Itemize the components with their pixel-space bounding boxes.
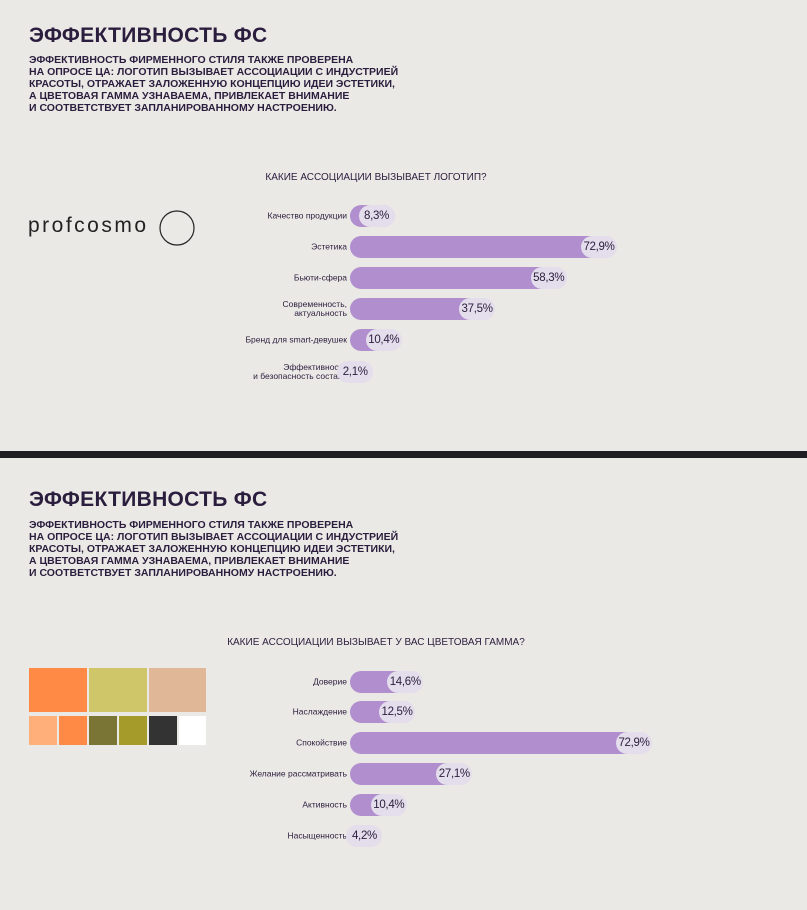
swatch (179, 716, 206, 745)
category-label: Активность (302, 799, 347, 810)
logo-circle (159, 210, 195, 246)
swatch (119, 716, 147, 745)
category-label: Желание рассматривать (249, 768, 347, 779)
separator (0, 451, 807, 458)
chart-title: КАКИЕ АССОЦИАЦИИ ВЫЗЫВАЕТ У ВАС ЦВЕТОВАЯ… (227, 637, 525, 648)
category-label: Доверие (313, 676, 347, 687)
bar (350, 732, 650, 754)
value-label: 2,1% (337, 361, 374, 383)
value-label: 37,5% (459, 298, 496, 320)
swatch (59, 716, 87, 745)
chart-title: КАКИЕ АССОЦИАЦИИ ВЫЗЫВАЕТ ЛОГОТИП? (265, 172, 487, 183)
category-label: Бренд для smart-девушек (245, 334, 347, 345)
bar (350, 267, 565, 289)
value-label: 27,1% (436, 763, 473, 785)
value-label: 10,4% (365, 329, 402, 351)
value-label: 4,2% (346, 825, 383, 847)
value-label: 12,5% (379, 701, 416, 723)
slide-text: ЭФФЕКТИВНОСТЬ ФИРМЕННОГО СТИЛЯ ТАКЖЕ ПРО… (29, 519, 399, 579)
value-label: 72,9% (581, 236, 617, 258)
category-label: Насыщенность (287, 830, 347, 841)
category-label: Эффективность и безопасность состава (253, 362, 347, 381)
category-label: Эстетика (311, 241, 347, 252)
value-label: 58,3% (530, 267, 567, 289)
swatch (149, 668, 206, 712)
category-label: Спокойствие (296, 737, 347, 748)
category-label: Современность, актуальность (282, 299, 347, 318)
slide-title: ЭФФЕКТИВНОСТЬ ФС (29, 24, 268, 47)
bar (350, 298, 494, 320)
bar (350, 236, 615, 258)
slide-text: ЭФФЕКТИВНОСТЬ ФИРМЕННОГО СТИЛЯ ТАКЖЕ ПРО… (29, 54, 399, 114)
swatch (89, 716, 117, 745)
category-label: Наслаждение (292, 706, 347, 717)
swatch (29, 668, 87, 712)
logo: profcosmo (28, 214, 149, 237)
swatch (89, 668, 147, 712)
category-label: Бьюти-сфера (293, 272, 347, 283)
category-label: Качество продукции (267, 210, 347, 221)
value-label: 10,4% (370, 794, 407, 816)
swatch (149, 716, 177, 745)
value-label: 14,6% (387, 671, 424, 693)
value-label: 72,9% (616, 732, 652, 754)
value-label: 8,3% (358, 205, 395, 227)
slide-title: ЭФФЕКТИВНОСТЬ ФС (29, 488, 268, 511)
swatch (29, 716, 57, 745)
